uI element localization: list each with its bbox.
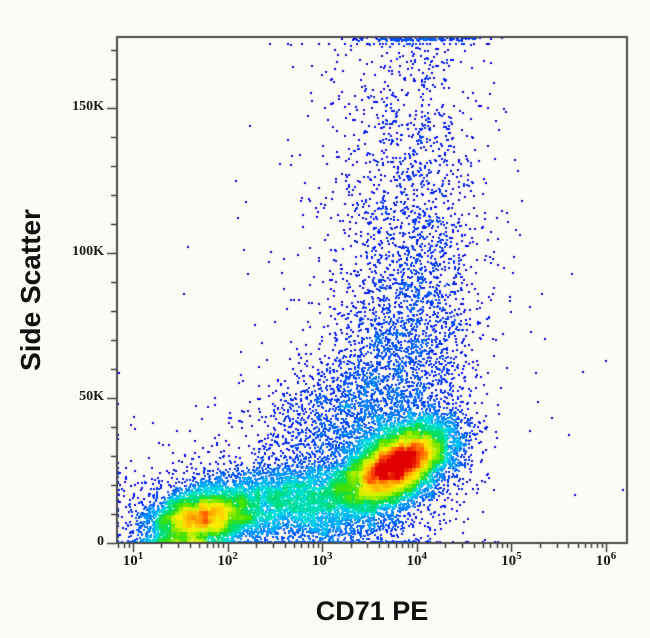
x-tick-label: 101 [122,550,144,569]
x-tick-label: 103 [311,550,333,569]
y-tick-label: 50K [79,389,104,404]
x-axis-title: CD71 PE [315,596,429,626]
y-tick-label: 150K [72,99,104,114]
x-tick-label: 105 [501,550,522,569]
y-tick-label: 100K [72,244,104,259]
x-tick-label: 104 [406,550,428,569]
x-tick-label: 102 [217,550,238,569]
y-tick-label: 0 [97,534,104,549]
x-tick-label: 106 [595,550,617,569]
y-axis-title: Side Scatter [15,209,46,371]
